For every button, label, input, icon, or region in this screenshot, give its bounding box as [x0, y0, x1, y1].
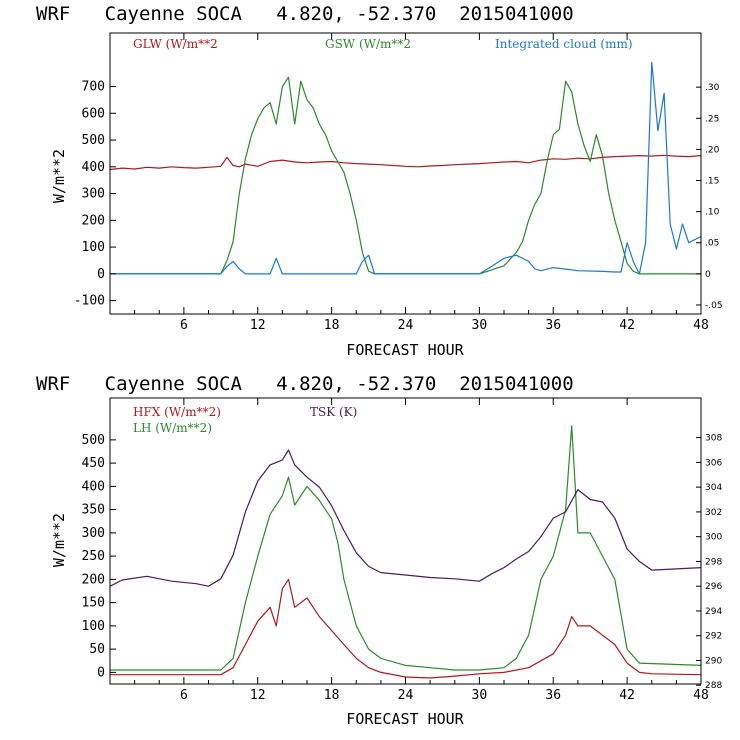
- x-tick-label-2: 42: [619, 688, 635, 703]
- y-tick-label-1: 700: [82, 80, 105, 95]
- y2-tick-label-2: 302: [705, 508, 722, 518]
- legend-lh: LH (W/m**2): [133, 421, 212, 435]
- legend-glw: GLW (W/m**2: [133, 37, 218, 51]
- series-line-lh-2: [110, 425, 701, 671]
- series-line-glw-1: [110, 154, 701, 171]
- legend-hfx: HFX (W/m**2): [133, 405, 221, 419]
- y-tick-label-2: 100: [82, 619, 105, 634]
- x-tick-label-2: 30: [472, 688, 488, 703]
- y2-tick-label-1: -.05: [705, 301, 723, 311]
- x-axis-label-2: FORECAST HOUR: [346, 710, 464, 728]
- x-tick-label-1: 42: [619, 318, 635, 333]
- legend-tsk: TSK (K): [310, 405, 357, 419]
- y2-tick-label-2: 298: [705, 557, 722, 567]
- y-tick-label-2: 400: [82, 479, 105, 494]
- y-tick-label-2: 450: [82, 456, 105, 471]
- y2-tick-label-1: .10: [705, 208, 720, 218]
- y2-tick-label-1: .30: [705, 83, 720, 93]
- chart-title-2: WRF Cayenne SOCA 4.820, -52.370 20150410…: [36, 373, 574, 395]
- legend-gsw: GSW (W/m**2: [325, 37, 411, 51]
- y-tick-label-1: 100: [82, 240, 105, 255]
- y2-tick-label-2: 290: [705, 656, 722, 666]
- y-tick-label-1: 600: [82, 106, 105, 121]
- legend-cloud: Integrated cloud (mm): [495, 37, 633, 51]
- y2-tick-label-1: .15: [705, 177, 719, 187]
- y-tick-label-2: 50: [89, 642, 105, 657]
- y2-tick-label-1: .05: [705, 239, 719, 249]
- plot-area-1: [110, 61, 701, 275]
- x-tick-label-1: 24: [398, 318, 414, 333]
- y2-tick-label-2: 288: [705, 681, 722, 691]
- y2-tick-label-2: 296: [705, 582, 722, 592]
- y-tick-label-1: 500: [82, 133, 105, 148]
- y2-tick-label-2: 294: [705, 607, 722, 617]
- y-tick-label-1: -100: [74, 294, 105, 309]
- x-tick-label-2: 36: [545, 688, 561, 703]
- y2-tick-label-1: .20: [705, 145, 720, 155]
- y-tick-label-2: 500: [82, 433, 105, 448]
- y-tick-label-2: 200: [82, 572, 105, 587]
- y-tick-label-1: 300: [82, 187, 105, 202]
- x-tick-label-2: 12: [250, 688, 266, 703]
- y-axis-label-2: W/m**2: [50, 513, 68, 567]
- series-line-tsk-2: [110, 449, 701, 587]
- plot-frame-2: [109, 397, 702, 685]
- y-tick-label-2: 350: [82, 503, 105, 518]
- x-tick-label-1: 18: [324, 318, 340, 333]
- y2-tick-label-2: 292: [705, 632, 722, 642]
- y-tick-label-1: 0: [97, 267, 105, 282]
- y-tick-label-1: 400: [82, 160, 105, 175]
- series-line-integrated-1: [110, 61, 701, 275]
- x-tick-label-1: 30: [472, 318, 488, 333]
- x-tick-label-2: 6: [180, 688, 188, 703]
- y2-tick-label-2: 308: [705, 434, 722, 444]
- x-axis-label-1: FORECAST HOUR: [346, 341, 464, 359]
- y2-tick-label-2: 304: [705, 483, 722, 493]
- y-tick-label-2: 0: [97, 665, 105, 680]
- series-line-hfx-2: [110, 578, 701, 679]
- y-tick-label-2: 250: [82, 549, 105, 564]
- y2-tick-label-2: 300: [705, 533, 722, 543]
- chart-title-1: WRF Cayenne SOCA 4.820, -52.370 20150410…: [36, 3, 574, 25]
- y-axis-label-1: W/m**2: [50, 149, 68, 203]
- y-tick-label-2: 150: [82, 596, 105, 611]
- series-line-gsw-1: [110, 76, 701, 275]
- plot-area-2: [110, 425, 701, 679]
- x-tick-label-2: 48: [693, 688, 709, 703]
- x-tick-label-1: 48: [693, 318, 709, 333]
- x-tick-label-2: 24: [398, 688, 414, 703]
- y2-tick-label-1: 0: [705, 270, 711, 280]
- y-tick-label-1: 200: [82, 213, 105, 228]
- x-tick-label-2: 18: [324, 688, 340, 703]
- x-tick-label-1: 36: [545, 318, 561, 333]
- y-tick-label-2: 300: [82, 526, 105, 541]
- x-tick-label-1: 6: [180, 318, 188, 333]
- y2-tick-label-2: 306: [705, 458, 722, 468]
- y2-tick-label-1: .25: [705, 114, 719, 124]
- x-tick-label-1: 12: [250, 318, 266, 333]
